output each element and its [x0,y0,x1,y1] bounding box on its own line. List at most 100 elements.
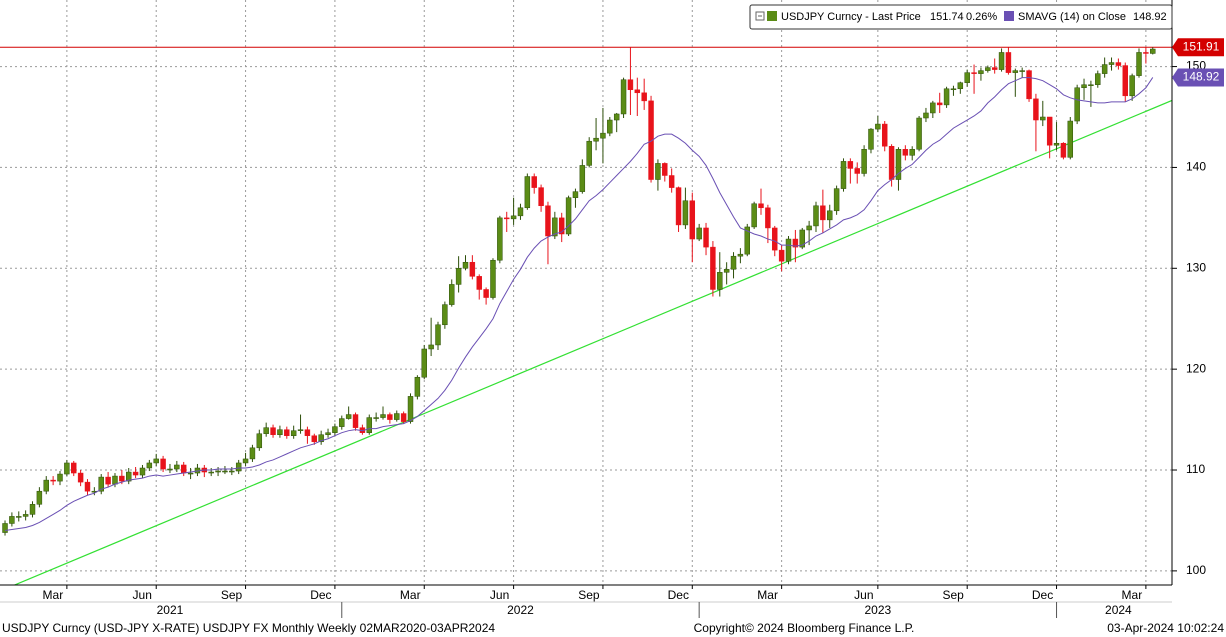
candle-body [394,413,400,420]
candle-body [132,471,139,476]
candle-body [545,205,551,237]
candle-body [820,205,826,221]
candle-body [813,205,819,227]
candle-body [1143,52,1149,54]
candle-body [174,464,180,470]
x-tick-label: Sep [943,588,965,602]
legend-change: 0.26% [966,11,997,23]
candle-body [1108,62,1115,65]
y-tick-label: 110 [1186,462,1205,476]
candle-body [77,472,84,483]
legend-value: 148.92 [1133,11,1167,23]
candle-body [29,504,36,515]
candle-body [1081,84,1087,88]
candle-body [827,210,833,221]
candle-body [442,304,448,326]
footer-right: 03-Apr-2024 10:02:24 [1107,621,1224,635]
y-tick-label: 100 [1186,563,1206,577]
candle-body [703,227,709,248]
price-tag-label: 151.91 [1183,39,1220,53]
x-tick-label: Dec [1032,588,1053,602]
candle-body [1026,70,1032,100]
candle-body [627,79,634,91]
y-tick-label: 140 [1186,160,1206,174]
candle-body [936,102,943,106]
candle-body [1060,142,1067,158]
candle-body [235,462,242,472]
candle-body [325,432,331,435]
year-label: 2022 [507,603,534,617]
candle-body [242,458,249,464]
year-label: 2021 [157,603,184,617]
candle-body [387,414,393,420]
candle-body [318,434,324,443]
candle-body [902,149,909,156]
candle-body [655,163,661,180]
x-tick-label: Mar [757,588,778,602]
candle-body [490,259,496,298]
x-tick-label: Sep [221,588,243,602]
year-label: 2023 [864,603,891,617]
candle-body [572,191,579,198]
candle-body [662,163,668,176]
candle-body [414,376,421,397]
candle-body [215,470,221,473]
plot-area [0,0,1172,585]
candle-body [1019,70,1025,72]
candle-body [978,70,984,74]
candle-body [249,447,256,460]
candle-body [435,324,441,346]
trend-line [13,99,1172,585]
candle-body [2,523,8,533]
candle-body [304,429,311,436]
candle-body [723,269,730,273]
candle-body [503,217,510,220]
x-tick-label: Mar [43,588,64,602]
candle-body [868,128,874,150]
candle-body [943,88,950,106]
candle-body [366,417,372,433]
candle-body [36,490,43,505]
candle-body [593,137,599,142]
sma-line [4,77,1154,532]
candle-body [476,276,482,290]
candle-body [634,89,641,94]
candle-body [881,123,888,147]
candle-body [991,67,998,70]
candle-body [840,161,847,189]
candle-body [208,471,214,474]
candle-body [744,226,750,255]
candle-body [696,227,702,240]
candle-body [531,176,537,188]
candle-body [297,429,304,431]
candle-body [971,72,977,74]
footer-center: Copyright© 2024 Bloomberg Finance L.P. [694,621,915,635]
candle-body [373,417,379,419]
candle-body [641,92,647,102]
candle-body [1033,98,1039,121]
candle-body [229,470,235,473]
year-label: 2024 [1105,603,1132,617]
candle-body [1053,142,1060,146]
candle-body [400,413,407,422]
candle-body [517,207,524,217]
legend-collapse-icon[interactable] [755,11,765,21]
candle-body [180,464,187,474]
candle-body [861,149,867,174]
candle-body [407,396,414,422]
candle-body [909,149,915,156]
candle-body [710,246,716,290]
candle-body [950,88,957,91]
candle-body [290,430,297,436]
candle-body [1129,75,1135,97]
candle-body [1095,73,1101,85]
candle-body [648,100,654,180]
candle-body [483,289,489,298]
candle-body [64,462,70,475]
x-tick-label: Jun [854,588,873,602]
candle-body [22,514,29,517]
candle-body [682,200,689,226]
candle-body [1012,70,1019,73]
candle-body [1074,87,1080,122]
legend-value: 151.74 [930,11,964,23]
